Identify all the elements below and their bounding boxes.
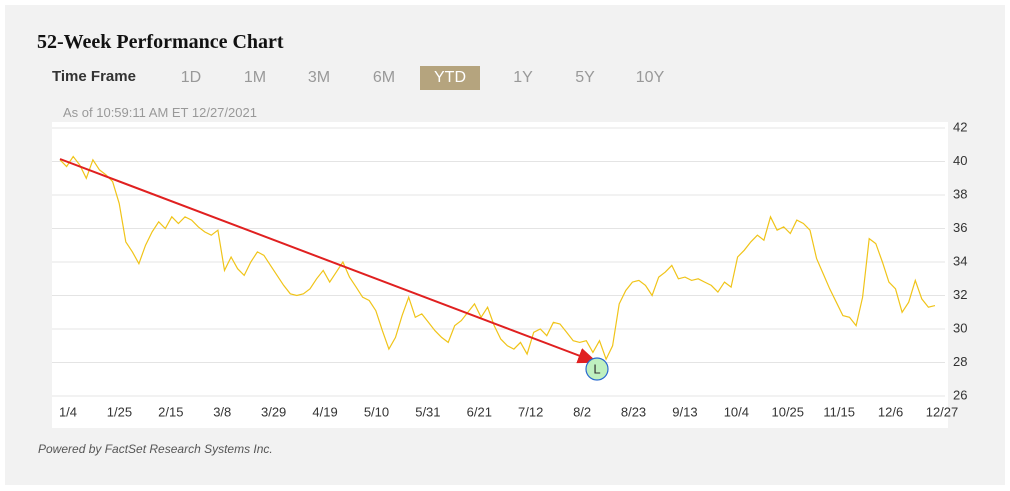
time-frame-button[interactable]: YTD	[420, 66, 480, 90]
y-tick-label: 42	[953, 119, 967, 134]
plot-area	[52, 122, 948, 428]
time-frame-button[interactable]: 6M	[372, 69, 396, 86]
time-frame-button[interactable]: 3M	[307, 69, 331, 86]
y-tick-label: 26	[953, 387, 967, 402]
low-marker-label: L	[593, 361, 600, 376]
title: 52-Week Performance Chart	[37, 31, 284, 53]
x-tick-label: 3/29	[261, 404, 286, 419]
time-frame-label: Time Frame	[52, 68, 136, 85]
y-tick-label: 30	[953, 320, 967, 335]
x-tick-label: 10/25	[771, 404, 804, 419]
y-tick-label: 40	[953, 153, 967, 168]
time-frame-button[interactable]: 1M	[243, 69, 267, 86]
x-tick-label: 5/10	[364, 404, 389, 419]
x-tick-label: 6/21	[467, 404, 492, 419]
low-marker	[585, 357, 609, 381]
time-frame-button[interactable]: 1Y	[513, 69, 533, 86]
price-line	[59, 155, 936, 361]
x-tick-label: 1/25	[107, 404, 132, 419]
time-frame-button[interactable]: 1D	[180, 69, 202, 86]
x-tick-label: 8/2	[573, 404, 591, 419]
time-frame-button[interactable]: 10Y	[635, 69, 665, 86]
x-tick-label: 10/4	[724, 404, 749, 419]
x-tick-label: 12/6	[878, 404, 903, 419]
x-tick-label: 2/15	[158, 404, 183, 419]
y-tick-label: 28	[953, 354, 967, 369]
y-tick-label: 38	[953, 186, 967, 201]
trend-arrow	[59, 158, 598, 364]
x-tick-label: 8/23	[621, 404, 646, 419]
x-tick-label: 9/13	[672, 404, 697, 419]
y-tick-label: 34	[953, 253, 967, 268]
footer: Powered by FactSet Research Systems Inc.	[38, 442, 273, 456]
as-of: As of 10:59:11 AM ET 12/27/2021	[63, 105, 257, 120]
x-tick-label: 3/8	[213, 404, 231, 419]
x-tick-label: 4/19	[312, 404, 337, 419]
x-tick-label: 7/12	[518, 404, 543, 419]
x-tick-label: 1/4	[59, 404, 77, 419]
x-tick-label: 5/31	[415, 404, 440, 419]
y-tick-label: 36	[953, 220, 967, 235]
x-tick-label: 12/27	[926, 404, 959, 419]
time-frame-button[interactable]: 5Y	[575, 69, 595, 86]
y-tick-label: 32	[953, 287, 967, 302]
x-tick-label: 11/15	[823, 404, 855, 419]
